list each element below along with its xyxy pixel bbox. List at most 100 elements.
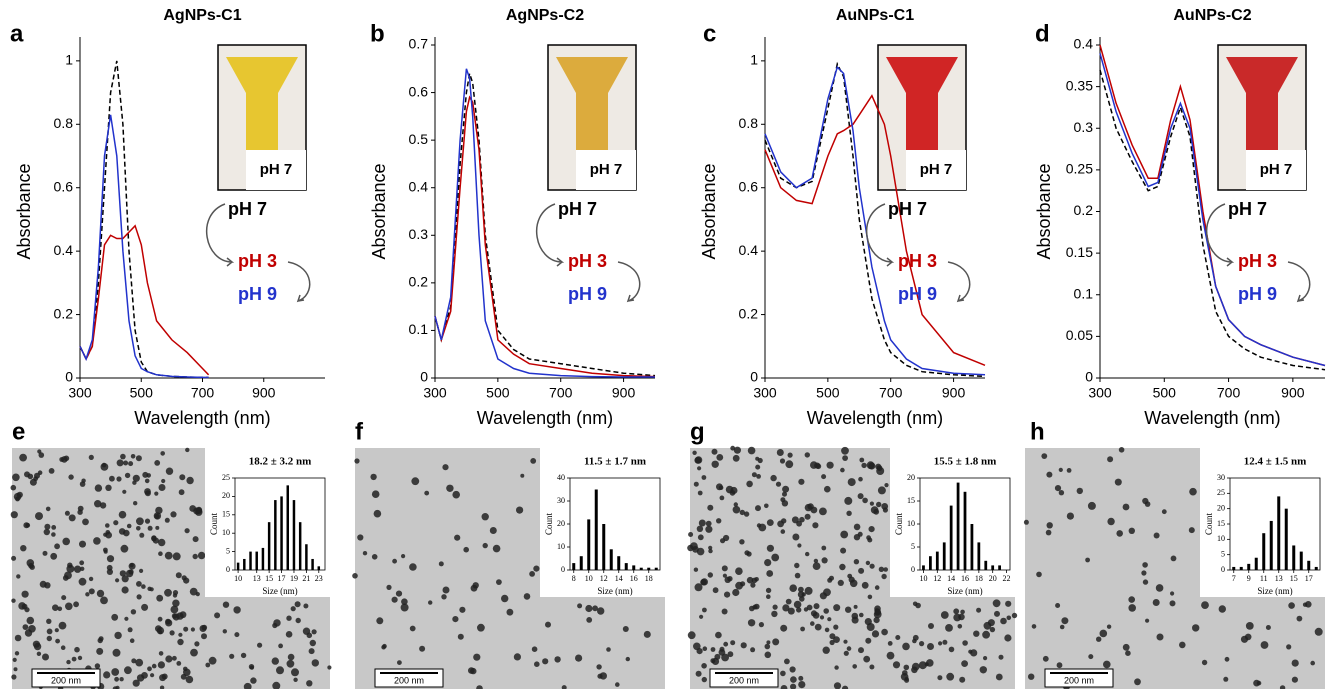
- particle: [813, 558, 819, 564]
- particle: [821, 474, 827, 480]
- particle: [44, 523, 51, 530]
- particle: [214, 612, 221, 619]
- x-axis-label: Wavelength (nm): [477, 408, 613, 428]
- y-tick-label: 15: [1217, 519, 1225, 528]
- x-tick-label: 700: [191, 385, 215, 401]
- particle: [530, 458, 537, 464]
- particle: [1189, 487, 1197, 496]
- particle: [834, 665, 839, 670]
- y-tick-label: 20: [557, 519, 565, 528]
- legend-arrow: [865, 203, 895, 267]
- particle: [1046, 471, 1053, 478]
- particle: [998, 654, 1004, 660]
- particle: [278, 643, 283, 649]
- bar: [579, 556, 583, 570]
- particle: [233, 606, 241, 614]
- inset-label: pH 7: [260, 161, 293, 178]
- particle: [409, 563, 417, 571]
- particle: [721, 653, 729, 662]
- particle: [139, 532, 145, 538]
- y-tick-label: 0: [1085, 369, 1093, 385]
- particle: [496, 579, 502, 585]
- particle: [141, 584, 146, 589]
- y-tick-label: 0: [911, 565, 915, 574]
- x-tick-label: 700: [1217, 385, 1241, 401]
- particle: [78, 577, 87, 586]
- particle: [135, 455, 142, 462]
- particle: [800, 626, 805, 632]
- chart-title: AuNPs-C1: [836, 7, 914, 24]
- x-axis-label: Size (nm): [947, 586, 982, 596]
- particle: [813, 603, 820, 610]
- bar: [977, 542, 981, 570]
- particle: [60, 645, 66, 650]
- particle: [874, 585, 880, 590]
- particle: [438, 561, 444, 567]
- y-tick-label: 0: [561, 565, 565, 574]
- bar: [1262, 533, 1266, 570]
- particle: [22, 624, 29, 630]
- particle: [839, 563, 846, 571]
- particle: [876, 501, 882, 508]
- bar: [1284, 508, 1288, 570]
- particle: [597, 607, 605, 615]
- particle: [105, 523, 110, 528]
- particle: [1286, 644, 1292, 650]
- particle: [136, 674, 145, 682]
- legend-label: pH 9: [568, 284, 607, 304]
- particle: [169, 630, 175, 636]
- y-tick-label: 0: [1221, 565, 1225, 574]
- particle: [892, 661, 901, 669]
- particle: [719, 646, 725, 652]
- particle: [1142, 579, 1149, 585]
- particle: [700, 578, 709, 586]
- x-tick-label: 900: [1281, 385, 1305, 401]
- particle: [111, 613, 119, 621]
- x-tick-label: 900: [252, 385, 276, 401]
- particle: [826, 461, 834, 469]
- particle: [799, 596, 805, 602]
- series-line: [764, 65, 986, 376]
- y-tick-label: 0.8: [54, 115, 74, 131]
- bar: [624, 563, 628, 570]
- particle: [779, 458, 786, 464]
- y-tick-label: 0.2: [409, 274, 429, 290]
- y-axis-label: Absorbance: [699, 163, 719, 259]
- particle: [755, 464, 761, 470]
- particle: [770, 474, 777, 482]
- particle: [771, 553, 780, 562]
- particle: [165, 467, 174, 475]
- particle: [1155, 584, 1164, 592]
- particle: [545, 621, 551, 628]
- particle: [186, 476, 194, 485]
- histogram-title: 15.5 ± 1.8 nm: [934, 456, 997, 468]
- particle: [575, 654, 583, 662]
- particle: [158, 651, 164, 656]
- particle: [798, 478, 805, 485]
- particle: [12, 473, 20, 482]
- particle: [829, 639, 835, 646]
- particle: [766, 544, 775, 552]
- particle: [55, 638, 60, 644]
- particle: [136, 594, 142, 600]
- particle: [11, 555, 17, 561]
- particle: [853, 559, 860, 565]
- histogram-inset: [205, 445, 330, 597]
- particle: [542, 658, 549, 665]
- x-tick-label: 22: [1003, 574, 1011, 583]
- panel-letter: f: [355, 418, 364, 445]
- particle: [814, 623, 822, 631]
- bar: [1299, 551, 1303, 570]
- scale-bar-label: 200 nm: [51, 675, 81, 685]
- particle: [792, 533, 800, 541]
- particle: [1245, 622, 1254, 630]
- particle: [1000, 617, 1007, 625]
- particle: [100, 596, 108, 605]
- particle: [73, 601, 79, 608]
- particle: [727, 651, 734, 658]
- particle: [79, 481, 86, 487]
- particle: [513, 653, 522, 661]
- particle: [695, 670, 702, 677]
- particle: [973, 630, 980, 637]
- chart-title: AgNPs-C1: [163, 7, 241, 24]
